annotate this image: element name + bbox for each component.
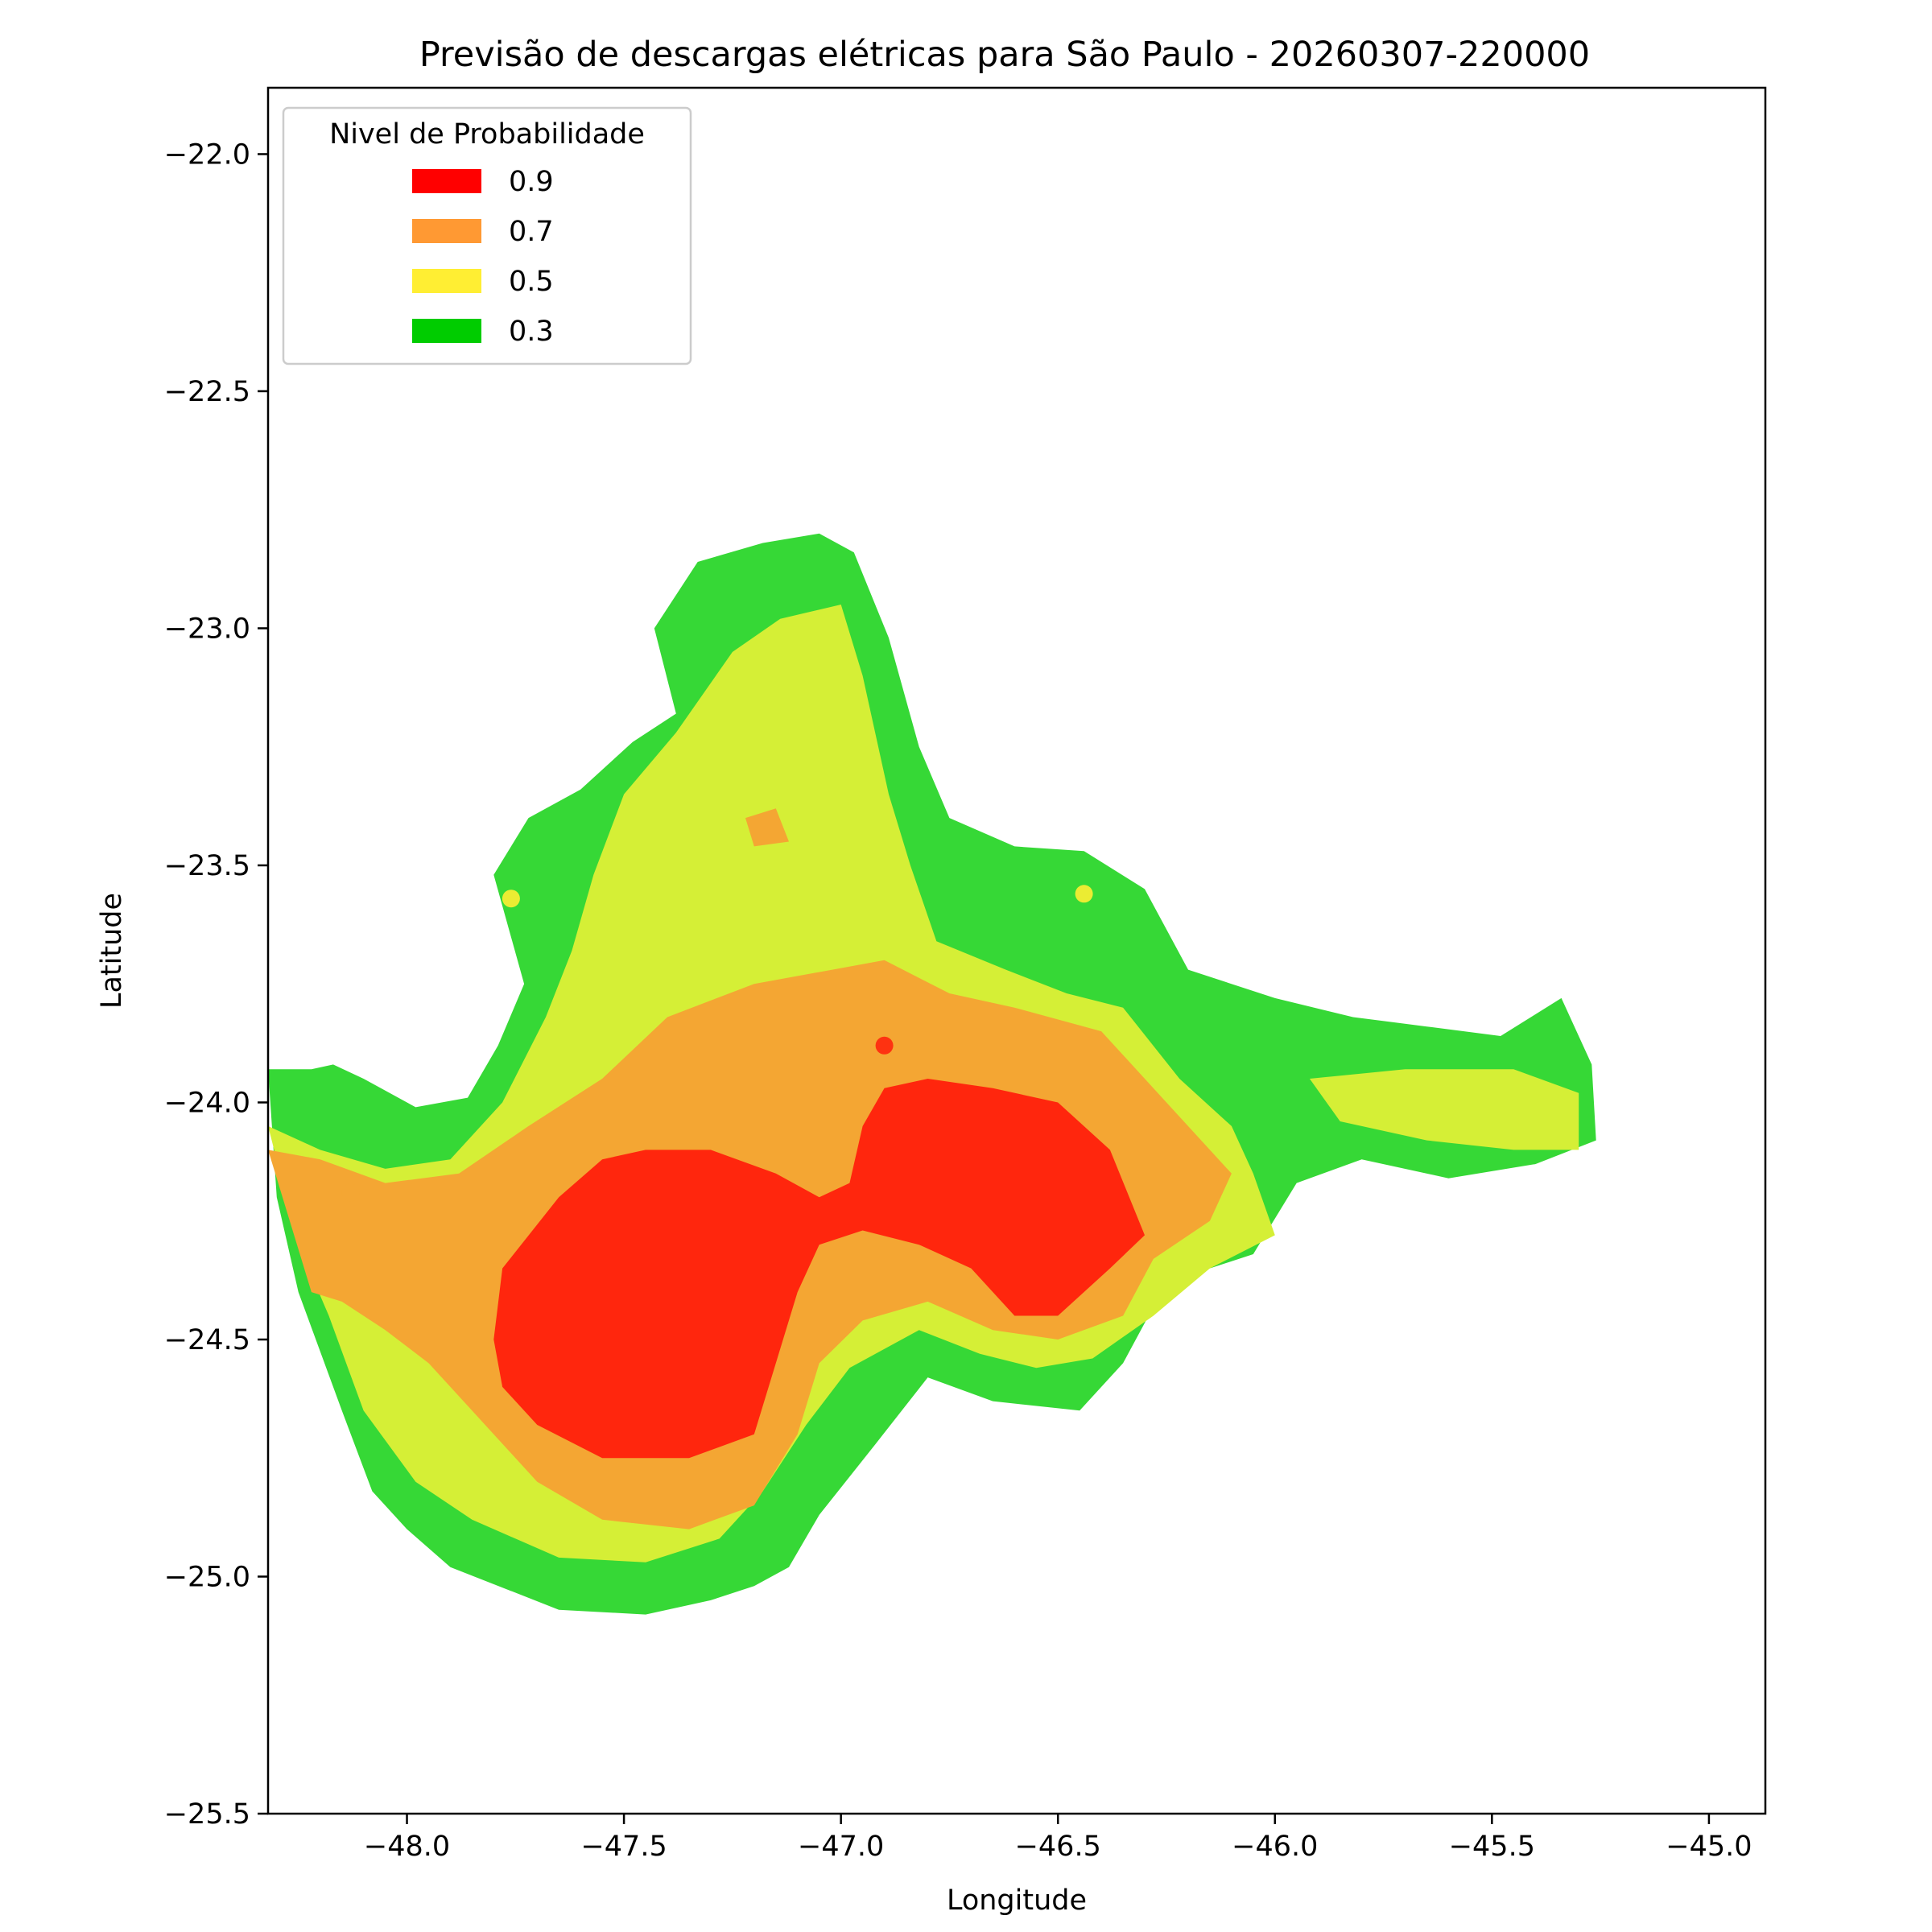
- plot-frame: [266, 86, 1767, 1815]
- y-tick-label-1: −22.5: [164, 376, 250, 408]
- y-tick-label-3: −23.5: [164, 850, 250, 882]
- y-tick-label-6: −25.0: [164, 1561, 250, 1593]
- y-axis: −22.0 −22.5 −23.0 −23.5 −24.0 −24.5 −25.0 −25.5: [164, 138, 268, 1831]
- contour-level-0-5-region-2: [1309, 1069, 1579, 1150]
- y-tick-label-7: −25.5: [164, 1798, 250, 1831]
- legend-label-1: 0.7: [509, 216, 554, 248]
- marker-point-0: [502, 890, 520, 908]
- legend-entries: 0.9 0.7 0.5 0.3: [412, 166, 554, 348]
- legend-frame: [282, 106, 692, 365]
- y-tick-label-4: −24.0: [164, 1087, 250, 1119]
- x-tick-label-3: −46.5: [1015, 1831, 1101, 1863]
- x-tick-label-6: −45.0: [1666, 1831, 1752, 1863]
- legend: Nivel de Probabilidade 0.9 0.7 0.5 0.3: [282, 106, 692, 365]
- y-axis-label: Latitude: [96, 893, 128, 1009]
- x-tick-label-5: −45.5: [1449, 1831, 1535, 1863]
- y-tick-label-5: −24.5: [164, 1324, 250, 1356]
- marker-point-2: [875, 1036, 894, 1055]
- contour-level-0-7-region-4: [745, 808, 789, 847]
- x-tick-label-4: −46.0: [1232, 1831, 1318, 1863]
- legend-label-0: 0.9: [509, 166, 554, 198]
- legend-swatch-2: [412, 269, 481, 293]
- x-axis-label: Longitude: [947, 1885, 1087, 1917]
- chart-title: Previsão de descargas elétricas para São…: [419, 35, 1590, 75]
- x-axis: −48.0 −47.5 −47.0 −46.5 −46.0 −45.5 −45.0: [364, 1814, 1752, 1863]
- y-tick-label-2: −23.0: [164, 613, 250, 645]
- x-tick-label-2: −47.0: [798, 1831, 884, 1863]
- contour-level-0-9-region-5: [493, 1079, 1145, 1459]
- legend-title: Nivel de Probabilidade: [329, 118, 645, 151]
- legend-label-3: 0.3: [509, 316, 554, 348]
- legend-swatch-1: [412, 219, 481, 243]
- legend-swatch-3: [412, 319, 481, 343]
- x-tick-label-1: −47.5: [580, 1831, 667, 1863]
- marker-point-3: [341, 1183, 360, 1202]
- x-tick-label-0: −48.0: [364, 1831, 450, 1863]
- plot-area: [268, 533, 1596, 1615]
- legend-swatch-0: [412, 169, 481, 193]
- y-tick-label-0: −22.0: [164, 138, 250, 171]
- legend-label-2: 0.5: [509, 266, 554, 298]
- marker-point-1: [1075, 885, 1093, 903]
